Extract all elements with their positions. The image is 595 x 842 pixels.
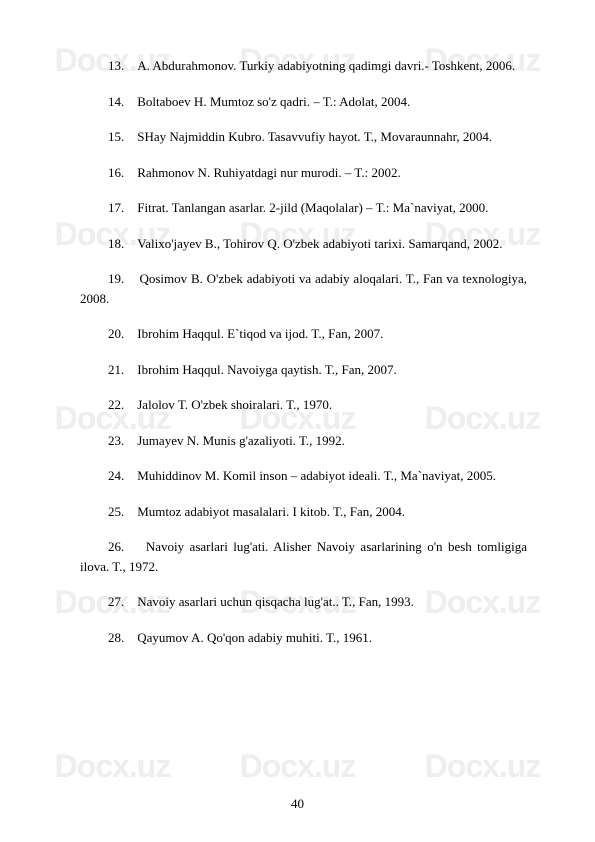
reference-text: A. Abdurahmonov. Turkiy adabiyotning qad… bbox=[137, 58, 515, 73]
reference-number: 19. bbox=[108, 271, 124, 286]
reference-text: Fitrat. Tanlangan asarlar. 2-jild (Maqol… bbox=[137, 200, 488, 215]
watermark-row-5: Docx.uz Docx.uz Docx.uz bbox=[0, 748, 595, 785]
watermark-text: Docx.uz bbox=[425, 748, 541, 785]
watermark-text: Docx.uz bbox=[55, 748, 171, 785]
reference-number: 18. bbox=[108, 236, 124, 251]
reference-item: 19. Qosimov B. O'zbek adabiyoti va adabi… bbox=[80, 269, 527, 308]
reference-number: 14. bbox=[108, 94, 124, 109]
reference-text: Valixo'jayev B., Tohirov Q. O'zbek adabi… bbox=[137, 236, 502, 251]
reference-number: 22. bbox=[108, 397, 124, 412]
reference-number: 25. bbox=[108, 504, 124, 519]
reference-text: Qayumov A. Qo'qon adabiy muhiti. T., 196… bbox=[137, 630, 372, 645]
reference-text: Ibrohim Haqqul. Navoiyga qaytish. T., Fa… bbox=[137, 362, 397, 377]
reference-number: 13. bbox=[108, 58, 124, 73]
reference-number: 26. bbox=[108, 539, 124, 554]
reference-item: 16. Rahmonov N. Ruhiyatdagi nur murodi. … bbox=[80, 163, 527, 183]
page-number: 40 bbox=[0, 796, 595, 812]
reference-text: Mumtoz adabiyot masalalari. I kitob. T.,… bbox=[137, 504, 405, 519]
reference-number: 23. bbox=[108, 433, 124, 448]
reference-item: 27. Navoiy asarlari uchun qisqacha lug'a… bbox=[80, 592, 527, 612]
reference-item: 18. Valixo'jayev B., Tohirov Q. O'zbek a… bbox=[80, 234, 527, 254]
reference-number: 16. bbox=[108, 165, 124, 180]
reference-item: 20. Ibrohim Haqqul. E`tiqod va ijod. T.,… bbox=[80, 324, 527, 344]
reference-item: 28. Qayumov A. Qo'qon adabiy muhiti. T.,… bbox=[80, 628, 527, 648]
reference-text: Boltaboev H. Mumtoz so'z qadri. – T.: Ad… bbox=[137, 94, 410, 109]
reference-number: 27. bbox=[108, 594, 124, 609]
reference-item: 13. A. Abdurahmonov. Turkiy adabiyotning… bbox=[80, 56, 527, 76]
reference-item: 25. Mumtoz adabiyot masalalari. I kitob.… bbox=[80, 502, 527, 522]
reference-item: 14. Boltaboev H. Mumtoz so'z qadri. – T.… bbox=[80, 92, 527, 112]
reference-number: 17. bbox=[108, 200, 124, 215]
reference-text: Qosimov B. O'zbek adabiyoti va adabiy al… bbox=[80, 271, 527, 306]
reference-item: 26. Navoiy asarlari lug'ati. Alisher Nav… bbox=[80, 537, 527, 576]
reference-text: SHay Najmiddin Kubro. Tasavvufiy hayot. … bbox=[137, 129, 492, 144]
reference-text: Navoiy asarlari lug'ati. Alisher Navoiy … bbox=[80, 539, 527, 574]
reference-text: Rahmonov N. Ruhiyatdagi nur murodi. – T.… bbox=[137, 165, 400, 180]
page-content: 13. A. Abdurahmonov. Turkiy adabiyotning… bbox=[0, 0, 595, 703]
reference-number: 20. bbox=[108, 326, 124, 341]
reference-item: 22. Jalolov T. O'zbek shoiralari. T., 19… bbox=[80, 395, 527, 415]
reference-item: 23. Jumayev N. Munis g'azaliyoti. T., 19… bbox=[80, 431, 527, 451]
reference-item: 24. Muhiddinov M. Komil inson – adabiyot… bbox=[80, 466, 527, 486]
reference-text: Jalolov T. O'zbek shoiralari. T., 1970. bbox=[137, 397, 332, 412]
reference-text: Ibrohim Haqqul. E`tiqod va ijod. T., Fan… bbox=[137, 326, 383, 341]
reference-number: 24. bbox=[108, 468, 124, 483]
reference-text: Jumayev N. Munis g'azaliyoti. T., 1992. bbox=[137, 433, 345, 448]
reference-item: 15. SHay Najmiddin Kubro. Tasavvufiy hay… bbox=[80, 127, 527, 147]
reference-number: 28. bbox=[108, 630, 124, 645]
watermark-text: Docx.uz bbox=[240, 748, 356, 785]
reference-text: Muhiddinov M. Komil inson – adabiyot ide… bbox=[137, 468, 496, 483]
reference-number: 15. bbox=[108, 129, 124, 144]
reference-item: 21. Ibrohim Haqqul. Navoiyga qaytish. T.… bbox=[80, 360, 527, 380]
reference-text: Navoiy asarlari uchun qisqacha lug'at.. … bbox=[137, 594, 414, 609]
reference-item: 17. Fitrat. Tanlangan asarlar. 2-jild (M… bbox=[80, 198, 527, 218]
reference-number: 21. bbox=[108, 362, 124, 377]
